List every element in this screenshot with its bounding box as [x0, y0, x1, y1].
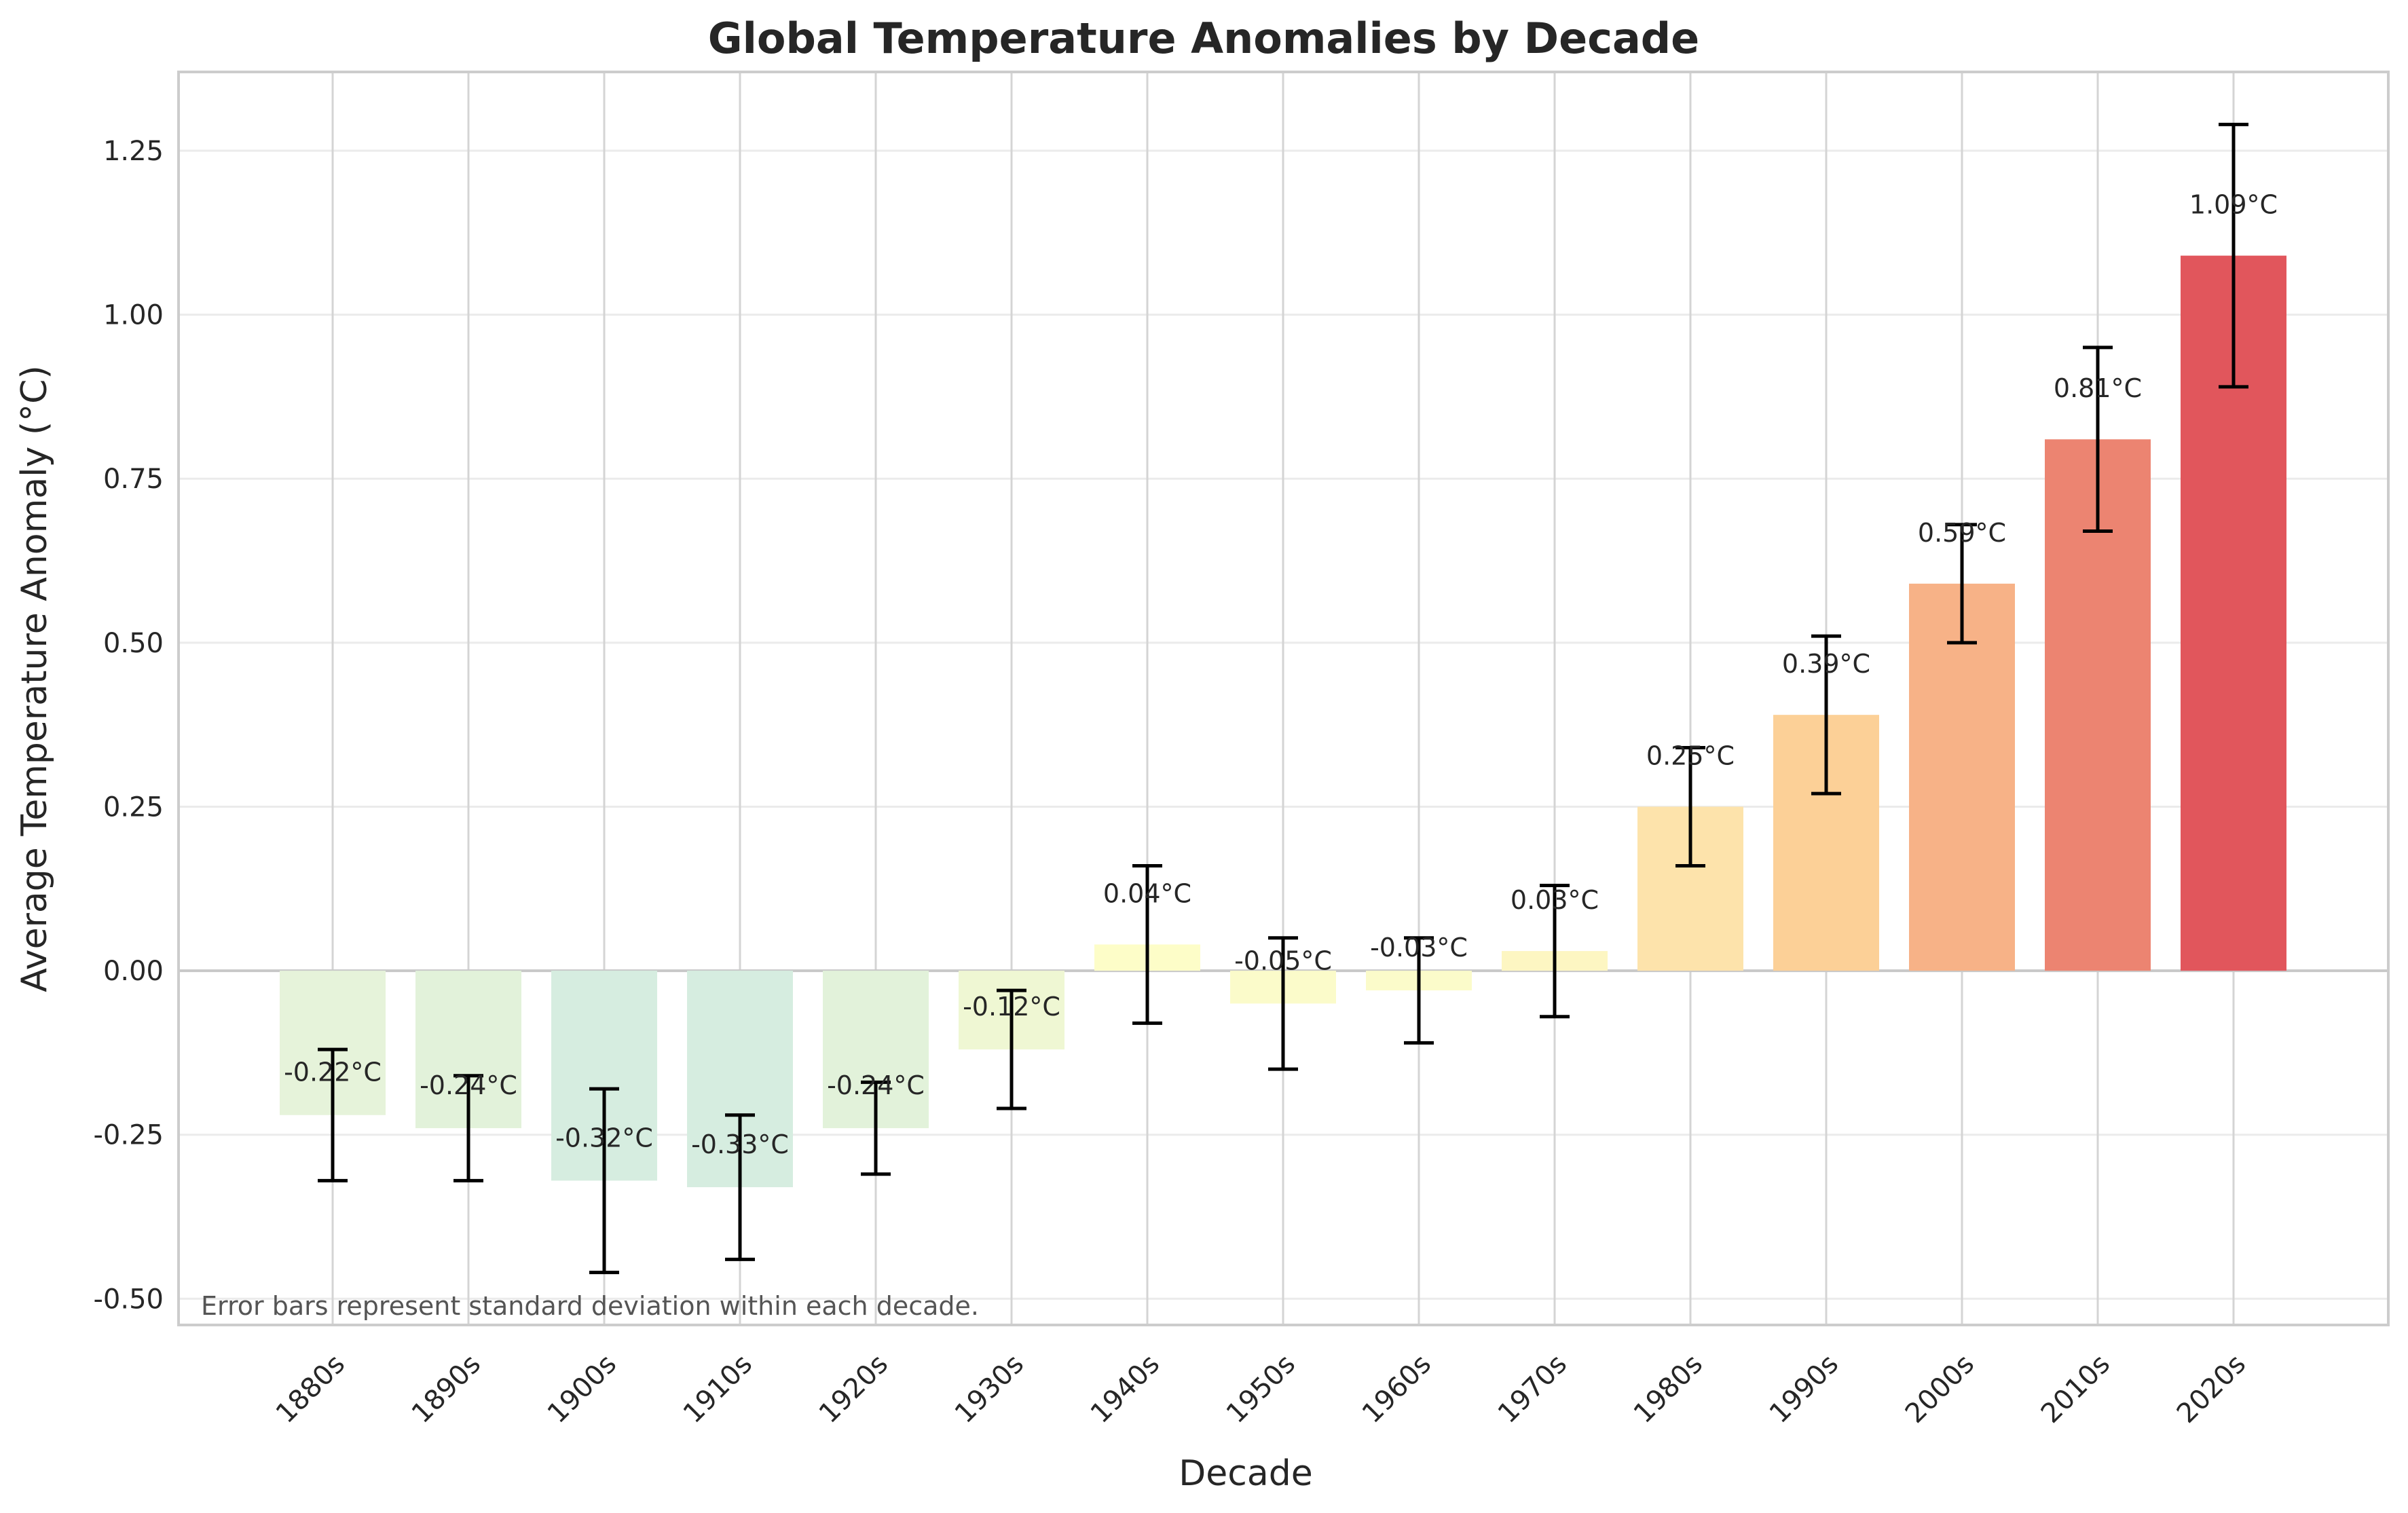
data-label-2010s: 0.81°C [2054, 373, 2142, 403]
y-tick-label: 0.50 [103, 628, 164, 659]
error-bars [318, 122, 2248, 1275]
error-bar-1900s [589, 1087, 619, 1275]
error-bar-1940s [1132, 863, 1162, 1025]
data-label-1880s: -0.22°C [284, 1058, 382, 1087]
error-bar-2020s [2219, 122, 2248, 389]
data-label-2020s: 1.09°C [2189, 190, 2278, 220]
data-label-1940s: 0.04°C [1103, 878, 1191, 908]
y-tick-label: 0.00 [103, 956, 164, 987]
data-labels: -0.22°C -0.24°C -0.32°C -0.33°C -0.24°C -0.12… [284, 190, 2278, 1159]
data-label-1890s: -0.24°C [420, 1070, 517, 1100]
y-tick-label: 1.25 [103, 136, 164, 167]
error-bar-1990s [1811, 634, 1841, 796]
error-bar-1980s [1675, 745, 1705, 867]
data-label-1910s: -0.33°C [691, 1129, 789, 1159]
data-label-1920s: -0.24°C [827, 1070, 925, 1100]
error-bar-1960s [1404, 936, 1434, 1045]
error-bar-1970s [1540, 883, 1570, 1019]
y-tick-label: -0.50 [94, 1284, 164, 1315]
error-bar-1930s [997, 988, 1026, 1110]
data-label-1990s: 0.39°C [1782, 649, 1870, 679]
data-label-1930s: -0.12°C [963, 992, 1060, 1022]
bar-2000s [1909, 583, 2015, 971]
error-bar-1890s [453, 1074, 483, 1182]
error-bar-1910s [725, 1113, 755, 1261]
y-axis-label: Average Temperature Anomaly (°C) [14, 365, 55, 992]
error-bar-2010s [2083, 345, 2113, 534]
y-tick-label: -0.25 [94, 1120, 164, 1151]
y-tick-label: 1.00 [103, 300, 164, 331]
plot-frame [177, 71, 2390, 1326]
error-bar-1950s [1268, 936, 1298, 1071]
data-label-1900s: -0.32°C [555, 1123, 653, 1153]
y-tick-label: 0.25 [103, 791, 164, 823]
data-label-1970s: 0.03°C [1511, 885, 1599, 915]
error-bar-2000s [1947, 523, 1977, 645]
error-bar-1880s [318, 1047, 348, 1182]
annotation-note: Error bars represent standard deviation … [201, 1291, 979, 1321]
data-label-1950s: -0.05°C [1234, 946, 1332, 975]
y-tick-label: 0.75 [103, 464, 164, 495]
x-axis-label: Decade [1179, 1453, 1313, 1494]
chart-title: Global Temperature Anomalies by Decade [708, 14, 1699, 63]
data-label-2000s: 0.59°C [1918, 518, 2006, 548]
data-label-1960s: -0.03°C [1370, 933, 1468, 963]
data-label-1980s: 0.25°C [1646, 741, 1735, 770]
error-bar-1920s [861, 1080, 891, 1176]
